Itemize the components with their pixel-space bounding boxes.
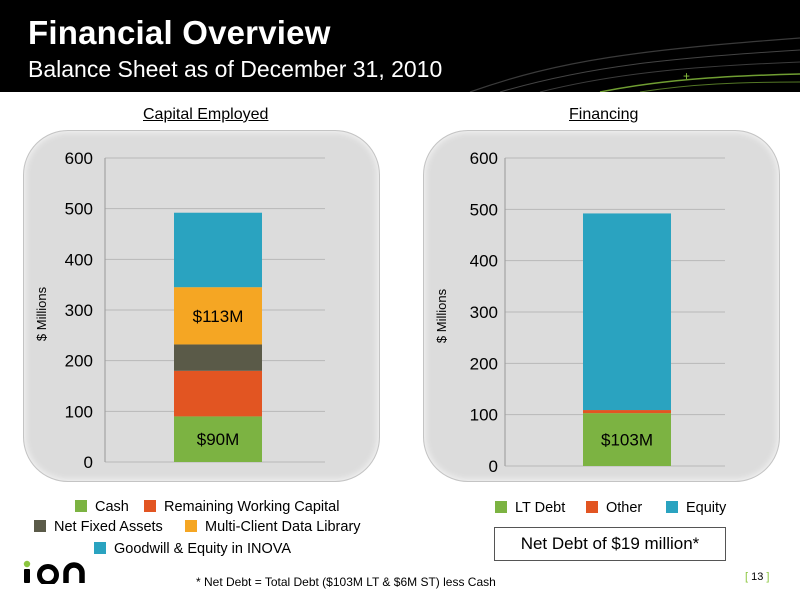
- capital-bar-segment-goodwill-equity-in-inova: [174, 212, 262, 288]
- net-debt-callout: Net Debt of $19 million*: [494, 527, 726, 561]
- capital-bar-segment-net-fixed-assets: [174, 344, 262, 371]
- legend-multi-client-data-library: Multi-Client Data Library: [185, 519, 361, 535]
- capital-ytick-label-200: 200: [65, 352, 93, 371]
- legend-swatch-goodwill-equity-inova: [94, 542, 106, 554]
- legend-swatch-cash: [75, 500, 87, 512]
- legend-swatch-net-fixed-assets: [34, 520, 46, 532]
- financing-ytick-label-400: 400: [470, 252, 498, 271]
- legend-label-other: Other: [606, 500, 643, 516]
- financing-ytick-label-100: 100: [470, 406, 498, 425]
- financing-y-axis-label: $ Millions: [434, 288, 449, 343]
- ion-logo: [23, 560, 85, 584]
- financing-bar-segment-equity: [583, 213, 671, 411]
- page-title: Financial Overview: [28, 14, 331, 51]
- capital-bar-segment-cash: [174, 416, 262, 462]
- financing-ytick-label-600: 600: [470, 149, 498, 168]
- page-number-open-bracket: [: [745, 571, 752, 583]
- legend-swatch-multi-client-data-library: [185, 520, 197, 532]
- legend-swatch-equity: [666, 501, 678, 513]
- financing-ytick-label-200: 200: [470, 354, 498, 373]
- legend-swatch-remaining-working-capital: [144, 500, 156, 512]
- page-number-close-bracket: ]: [763, 571, 770, 583]
- header-bar: + Financial Overview Balance Sheet as of…: [0, 0, 800, 92]
- page-number-value: 13: [751, 571, 764, 583]
- financing-ytick-label-300: 300: [470, 303, 498, 322]
- financing-bar-segment-other: [583, 410, 671, 414]
- legend-cash: Cash: [75, 499, 129, 515]
- capital-ytick-label-300: 300: [65, 301, 93, 320]
- capital-bar-segment-multi-client-data-library: [174, 287, 262, 345]
- financing-ytick-label-0: 0: [489, 457, 498, 476]
- page-subtitle: Balance Sheet as of December 31, 2010: [28, 56, 443, 82]
- footnote: * Net Debt = Total Debt ($103M LT & $6M …: [196, 575, 496, 589]
- legend-label-remaining-working-capital: Remaining Working Capital: [164, 499, 340, 515]
- legend-equity: Equity: [666, 500, 726, 516]
- legend-net-fixed-assets: Net Fixed Assets: [34, 519, 163, 535]
- legend-lt-debt: LT Debt: [495, 500, 565, 516]
- page-number: [ 13 ]: [745, 571, 770, 583]
- legend-swatch-lt-debt: [495, 501, 507, 513]
- financing-bar-segment-lt-debt: [583, 413, 671, 466]
- financing-ytick-label-500: 500: [470, 200, 498, 219]
- legend-label-lt-debt: LT Debt: [515, 500, 566, 516]
- capital-ytick-label-600: 600: [65, 149, 93, 168]
- legend-label-cash: Cash: [95, 499, 129, 515]
- capital-data-label-cash: $90M: [197, 430, 240, 449]
- legend-label-equity: Equity: [686, 500, 727, 516]
- legend-other: Other: [586, 500, 642, 516]
- legend-goodwill-equity-inova: Goodwill & Equity in INOVA: [94, 541, 291, 557]
- financing-data-label-lt-debt: $103M: [601, 431, 653, 450]
- header-swoosh-decoration: +: [469, 37, 800, 92]
- capital-ytick-label-0: 0: [84, 453, 93, 472]
- legend-remaining-working-capital: Remaining Working Capital: [144, 499, 339, 515]
- capital-data-label-multi-client-data-library: $113M: [193, 307, 244, 326]
- legend-label-goodwill-equity-inova: Goodwill & Equity in INOVA: [114, 541, 292, 557]
- legend-label-multi-client-data-library: Multi-Client Data Library: [205, 519, 361, 535]
- capital-bar-segment-remaining-working-capital: [174, 370, 262, 417]
- capital-ytick-label-400: 400: [65, 250, 93, 269]
- legend-label-net-fixed-assets: Net Fixed Assets: [54, 519, 163, 535]
- capital-y-axis-label: $ Millions: [34, 286, 49, 341]
- capital-ytick-label-100: 100: [65, 402, 93, 421]
- financing-title: Financing: [569, 106, 639, 123]
- capital-employed-title: Capital Employed: [143, 106, 269, 123]
- capital-ytick-label-500: 500: [65, 200, 93, 219]
- legend-swatch-other: [586, 501, 598, 513]
- svg-text:+: +: [683, 69, 690, 83]
